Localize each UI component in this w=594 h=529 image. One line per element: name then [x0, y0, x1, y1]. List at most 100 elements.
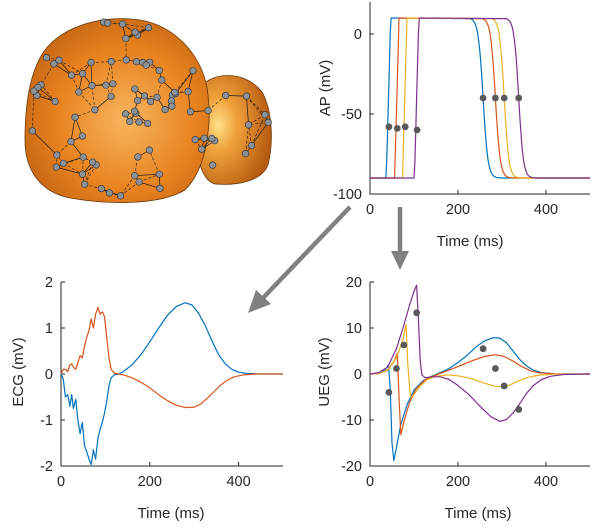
mesh-node — [78, 170, 87, 178]
ecg-axes: 0 200 400 2 1 0 -1 -2 — [40, 275, 283, 490]
ueg-xtick-label: 400 — [534, 474, 558, 490]
mesh-node — [55, 56, 63, 64]
mesh-edge — [70, 117, 76, 142]
mesh-edge — [246, 95, 269, 123]
mesh-node — [184, 87, 192, 96]
mesh-node — [168, 102, 176, 110]
ap-xlabel: Time (ms) — [437, 233, 504, 250]
mesh-edge — [37, 87, 56, 102]
mesh-edge — [33, 90, 56, 102]
mesh-node — [78, 132, 87, 140]
mesh-node — [209, 161, 217, 169]
mesh-node — [71, 113, 79, 121]
mesh-node — [248, 141, 256, 150]
mesh-node — [28, 127, 36, 135]
ueg-marker — [500, 382, 508, 390]
ueg-axes: 0 200 400 20 10 0 -10 -20 — [341, 275, 590, 490]
ap-marker — [500, 94, 508, 102]
mesh-edge — [32, 91, 35, 131]
mesh-node — [200, 134, 208, 142]
mesh-edge — [149, 150, 160, 175]
mesh-node — [144, 24, 153, 32]
mesh-node — [109, 80, 117, 88]
arrow-ap-to-ueg — [391, 207, 409, 270]
mesh-node — [208, 134, 216, 142]
mesh-edge — [84, 164, 97, 185]
mesh-node — [122, 56, 130, 64]
ueg-curves — [369, 284, 591, 462]
mesh-node — [198, 145, 206, 153]
heart-mesh-illustration — [24, 18, 272, 203]
mesh-node — [67, 138, 75, 146]
mesh-node — [261, 111, 269, 119]
mesh-node — [102, 81, 110, 89]
mesh-edge — [246, 95, 266, 115]
mesh-node — [79, 153, 87, 161]
ueg-marker — [413, 309, 421, 317]
mesh-node — [105, 189, 114, 197]
mesh-edge — [91, 85, 96, 110]
ap-xtick-label: 400 — [534, 202, 558, 218]
ecg-xtick-label: 0 — [57, 474, 65, 490]
mesh-node — [75, 88, 83, 96]
ueg-ytick-label: 10 — [346, 321, 362, 337]
mesh-node — [59, 159, 67, 167]
ap-marker — [515, 94, 523, 102]
ueg-curve-blue — [369, 337, 591, 462]
mesh-node — [50, 60, 58, 68]
mesh-node — [78, 70, 87, 78]
ap-ylabel: AP (mV) — [317, 60, 334, 116]
mesh-node — [107, 57, 115, 66]
mesh-node — [52, 163, 60, 171]
mesh-node — [144, 119, 152, 128]
mesh-node — [142, 61, 150, 69]
heart-main-body — [24, 18, 210, 203]
mesh-edge — [71, 62, 92, 76]
mesh-node — [126, 117, 134, 126]
mesh-node — [42, 53, 51, 62]
mesh-node — [153, 93, 161, 101]
ueg-plot: 0 200 400 20 10 0 -10 -20 Time (ms) UEG (mV) — [316, 275, 591, 522]
ueg-curve-yellow — [369, 323, 591, 398]
mesh-edge — [40, 84, 56, 102]
mesh-edge — [110, 61, 114, 84]
mesh-node — [264, 118, 272, 126]
ueg-curve-purple — [369, 284, 591, 422]
mesh-edge — [84, 162, 93, 185]
ueg-ytick-label: 20 — [346, 275, 362, 291]
mesh-node — [189, 67, 197, 75]
ecg-plot: 0 200 400 2 1 0 -1 -2 Time (ms) ECG (mV) — [10, 275, 283, 522]
mesh-node — [145, 146, 154, 154]
ecg-ytick-label: -1 — [40, 413, 53, 429]
ueg-ytick-label: 0 — [354, 367, 362, 383]
ueg-ytick-label: -10 — [341, 413, 362, 429]
ueg-marker — [492, 365, 499, 372]
mesh-edge — [175, 70, 194, 94]
mesh-edge — [138, 173, 160, 183]
mesh-node — [121, 110, 130, 118]
ecg-xtick-label: 400 — [226, 474, 250, 490]
ap-xtick-label: 200 — [446, 202, 470, 218]
mesh-edge — [58, 59, 83, 74]
ap-marker — [492, 94, 499, 102]
mesh-node — [134, 153, 142, 161]
heart-right-lobe — [195, 75, 272, 185]
ap-marker — [385, 123, 393, 131]
mesh-node — [131, 172, 139, 180]
mesh-edge — [90, 62, 93, 86]
mesh-node — [53, 151, 61, 159]
ueg-markers — [385, 309, 523, 413]
ueg-xlabel: Time (ms) — [445, 505, 512, 522]
ap-ytick-label: -50 — [341, 107, 362, 123]
mesh-edge — [134, 173, 160, 176]
mesh-edge — [251, 114, 266, 146]
mesh-node — [135, 118, 143, 126]
mesh-node — [122, 34, 130, 43]
ap-markers — [385, 94, 523, 134]
mesh-node — [131, 85, 139, 93]
mesh-node — [88, 158, 97, 166]
mesh-node — [135, 178, 143, 186]
mesh-node — [97, 185, 105, 193]
ecg-ylabel: ECG (mV) — [10, 337, 27, 406]
